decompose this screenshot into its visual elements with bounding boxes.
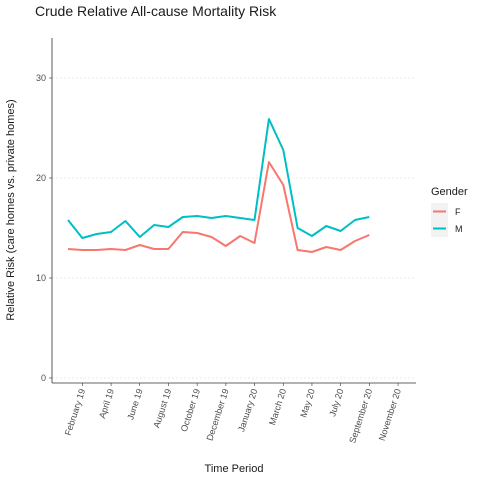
- x-tick-label: August 19: [151, 388, 173, 430]
- plot-area: 0 10 20 30 February 19 April 19 June 19 August …: [36, 38, 416, 444]
- legend-title: Gender: [431, 186, 468, 198]
- y-tick-label: 0: [41, 373, 46, 383]
- y-axis-title: Relative Risk (care homes vs. private ho…: [5, 99, 17, 320]
- x-tick-label: June 19: [125, 388, 144, 422]
- x-tick-label: April 19: [97, 388, 116, 420]
- x-tick-label: February 19: [63, 388, 88, 437]
- legend: Gender FM: [431, 186, 468, 237]
- y-tick-label: 30: [36, 73, 46, 83]
- y-tick-label: 20: [36, 173, 46, 183]
- legend-label-f: F: [455, 207, 461, 217]
- chart-title: Crude Relative All-cause Mortality Risk: [35, 3, 277, 19]
- series-line-m: [67, 118, 370, 239]
- x-axis-title: Time Period: [205, 463, 264, 475]
- x-tick-label: March 20: [267, 388, 288, 427]
- x-tick-label: January 20: [236, 388, 259, 433]
- legend-label-m: M: [455, 224, 463, 234]
- x-tick-label: December 19: [205, 388, 231, 442]
- series-line-f: [67, 161, 370, 253]
- x-tick-label: July 20: [327, 388, 345, 418]
- y-tick-label: 10: [36, 273, 46, 283]
- x-tick-label: May 20: [298, 388, 317, 419]
- x-tick-label: September 20: [347, 388, 374, 445]
- x-tick-label: November 20: [377, 388, 403, 442]
- x-tick-label: October 19: [179, 388, 202, 433]
